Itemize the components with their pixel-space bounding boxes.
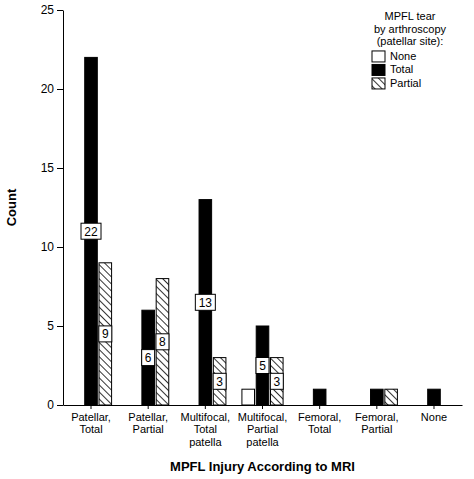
y-tick-label: 0 — [47, 398, 54, 412]
bar — [256, 326, 269, 405]
legend-label: Partial — [390, 77, 421, 89]
data-label-box — [195, 294, 215, 310]
x-tick-label: None — [421, 411, 447, 423]
y-tick: 10 — [41, 240, 63, 254]
bar — [156, 279, 169, 405]
x-tick-label: Femoral,Partial — [355, 411, 398, 436]
x-tick-label: Multifocal,Partialpatella — [238, 411, 288, 448]
data-label: 13 — [199, 296, 213, 310]
legend: MPFL tearby arthroscopy(patellar site): N… — [372, 10, 447, 89]
x-axis: Patellar,Total Patellar,Partial Multifocal… — [64, 405, 463, 448]
legend-swatch — [372, 64, 385, 75]
x-tick-mark — [319, 405, 320, 409]
bar — [313, 389, 326, 405]
y-tick-label: 15 — [41, 161, 55, 175]
y-tick: 25 — [41, 3, 63, 17]
legend-title-line: MPFL tear — [385, 10, 436, 22]
y-tick-mark — [57, 405, 63, 406]
y-axis: 0 5 10 15 20 25 — [41, 3, 64, 412]
x-tick-mark — [205, 405, 206, 409]
x-tick: Femoral,Total — [298, 405, 341, 435]
x-tick-mark — [148, 405, 149, 409]
bars — [85, 57, 441, 405]
x-tick-label: Multifocal,Totalpatella — [181, 411, 231, 448]
plot: 22613598330510152025Patellar,TotalPatell… — [41, 3, 463, 448]
chart: 22613598330510152025Patellar,TotalPatell… — [0, 0, 474, 479]
bar — [128, 405, 141, 406]
data-label: 9 — [102, 327, 109, 341]
y-tick-label: 25 — [41, 3, 55, 17]
x-tick: Patellar,Partial — [128, 405, 168, 435]
data-label: 8 — [159, 335, 166, 349]
bar — [142, 310, 155, 405]
data-label: 6 — [145, 351, 152, 365]
legend-title-line: by arthroscopy — [374, 23, 447, 35]
data-label-box — [81, 223, 101, 239]
x-tick-mark — [433, 405, 434, 409]
data-label-box — [142, 350, 155, 366]
y-tick: 5 — [47, 319, 63, 333]
legend-title-line: (patellar site): — [377, 35, 444, 47]
data-label: 3 — [216, 375, 223, 389]
data-label-box — [156, 334, 169, 350]
data-label-box — [213, 373, 226, 389]
data-label-box — [270, 373, 283, 389]
bar — [328, 405, 341, 406]
y-tick-label: 10 — [41, 240, 55, 254]
data-label: 3 — [273, 375, 280, 389]
y-tick-mark — [57, 247, 63, 248]
bar — [99, 263, 112, 405]
x-axis-title: MPFL Injury According to MRI — [170, 459, 355, 474]
bar — [428, 389, 441, 405]
y-tick-mark — [57, 168, 63, 169]
bar — [213, 358, 226, 405]
bar — [299, 405, 312, 406]
y-tick: 15 — [41, 161, 63, 175]
legend-label: Total — [390, 63, 413, 75]
bar — [385, 389, 398, 405]
data-label-box — [99, 326, 112, 342]
legend-swatch — [372, 78, 385, 89]
x-tick: Femoral,Partial — [355, 405, 398, 435]
bar — [242, 389, 255, 405]
x-tick: Multifocal,Partialpatella — [238, 405, 288, 448]
legend-title: MPFL tearby arthroscopy(patellar site): — [374, 10, 447, 47]
y-tick-label: 5 — [47, 319, 54, 333]
x-tick-mark — [262, 405, 263, 409]
y-tick-mark — [57, 10, 63, 11]
bar — [271, 358, 284, 405]
data-label: 22 — [84, 225, 98, 239]
data-label: 5 — [259, 359, 266, 373]
data-label-box — [256, 358, 269, 374]
legend-swatch — [372, 51, 385, 62]
y-tick-label: 20 — [41, 82, 55, 96]
y-axis-line — [63, 11, 64, 406]
bar — [70, 405, 83, 406]
legend-label: None — [390, 50, 416, 62]
x-tick: None — [421, 405, 447, 423]
y-axis-title: Count — [4, 188, 19, 226]
data-labels: 22 6 13 5 9 8 3 3 — [81, 223, 283, 389]
x-tick-mark — [91, 405, 92, 409]
x-tick: Patellar,Total — [71, 405, 111, 435]
y-tick-mark — [57, 326, 63, 327]
x-tick: Multifocal,Totalpatella — [181, 405, 231, 448]
y-tick-mark — [57, 89, 63, 90]
bar — [85, 57, 98, 405]
x-tick-mark — [376, 405, 377, 409]
bar — [442, 405, 455, 406]
bar — [371, 389, 384, 405]
y-tick: 20 — [41, 82, 63, 96]
y-tick: 0 — [47, 398, 63, 412]
x-tick-label: Patellar,Partial — [128, 411, 168, 436]
bar — [356, 405, 369, 406]
x-tick-label: Patellar,Total — [71, 411, 111, 436]
bar — [185, 405, 198, 406]
x-tick-label: Femoral,Total — [298, 411, 341, 436]
bar — [413, 405, 426, 406]
bar — [199, 200, 212, 405]
